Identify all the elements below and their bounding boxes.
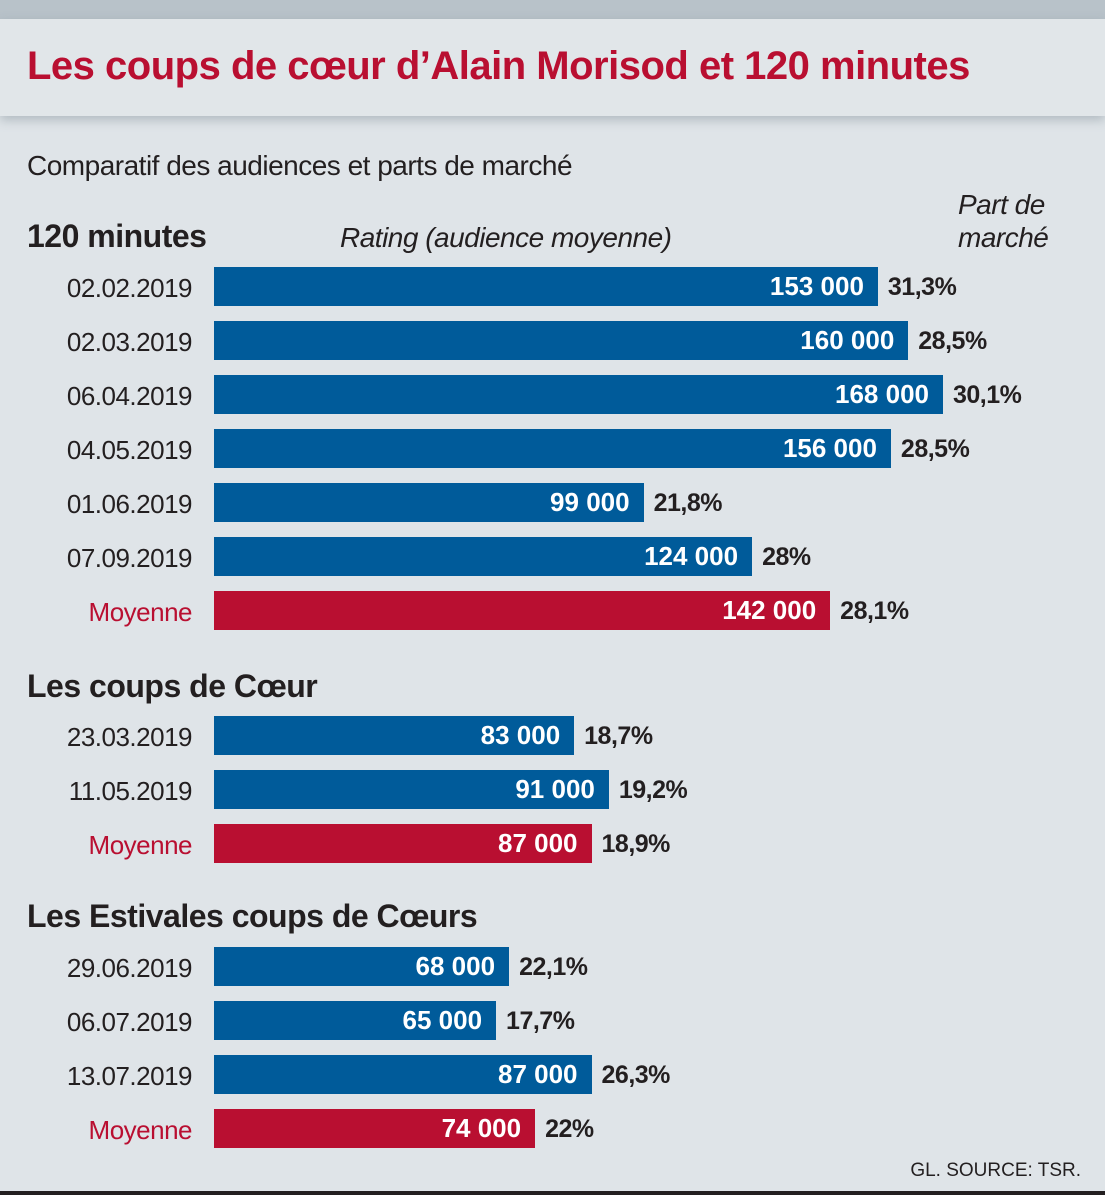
date-label: 04.05.2019 [66, 435, 193, 465]
market-share-label: 19,2% [618, 776, 688, 804]
date-label: 06.07.2019 [66, 1007, 193, 1037]
date-label: 11.05.2019 [68, 776, 193, 806]
average-bar: 87 000 [214, 824, 592, 863]
average-bar: 74 000 [214, 1109, 536, 1148]
bar: 99 000 [214, 483, 644, 522]
bar-value-label: 142 000 [722, 595, 817, 625]
bar: 168 000 [214, 375, 943, 414]
bar-value-label: 87 000 [497, 1059, 578, 1089]
market-share-label: 31,3% [887, 273, 957, 301]
bar-value-label: 168 000 [835, 379, 929, 409]
market-share-label: 21,8% [653, 489, 723, 517]
bar: 124 000 [214, 537, 753, 576]
average-bar: 142 000 [214, 591, 831, 630]
bar-value-label: 87 000 [497, 828, 578, 858]
bar-value-label: 65 000 [402, 1005, 483, 1035]
market-share-label: 17,7% [506, 1007, 575, 1035]
bar-value-label: 91 000 [515, 774, 595, 804]
bar-value-label: 160 000 [800, 325, 895, 355]
bar-value-label: 83 000 [480, 720, 561, 750]
date-label: 02.03.2019 [66, 327, 193, 357]
bar-value-label: 156 000 [782, 433, 877, 463]
bar: 68 000 [214, 947, 510, 986]
bottom-rule [0, 1191, 1105, 1195]
share-column-label: Part de marché [958, 189, 1049, 253]
average-label: Moyenne [88, 830, 193, 860]
bar: 156 000 [214, 429, 891, 468]
bar: 91 000 [214, 770, 609, 809]
group-title: Les Estivales coups de Cœurs [27, 898, 478, 934]
chart-title: Les coups de cœur d’Alain Morisod et 120… [27, 44, 970, 88]
average-label: Moyenne [88, 597, 193, 627]
market-share-label: 18,7% [584, 722, 653, 750]
average-label: Moyenne [88, 1115, 193, 1145]
date-label: 23.03.2019 [66, 722, 193, 752]
bar: 153 000 [214, 267, 878, 306]
market-share-label: 26,3% [601, 1061, 671, 1089]
title-band [0, 19, 1105, 116]
bar-value-label: 74 000 [441, 1113, 522, 1143]
date-label: 06.04.2019 [66, 381, 193, 411]
bar: 160 000 [214, 321, 909, 360]
bar-value-label: 68 000 [415, 951, 496, 981]
date-label: 01.06.2019 [66, 489, 193, 519]
date-label: 07.09.2019 [66, 543, 193, 573]
market-share-label: 28% [762, 543, 811, 571]
bar: 65 000 [214, 1001, 497, 1040]
market-share-label: 28,5% [918, 327, 987, 355]
market-share-label: 22% [545, 1115, 594, 1143]
bar: 87 000 [214, 1055, 592, 1094]
group-title: 120 minutes [27, 218, 207, 254]
market-share-label: 22,1% [519, 953, 588, 981]
date-label: 13.07.2019 [66, 1061, 193, 1091]
date-label: 02.02.2019 [66, 273, 193, 303]
group-title: Les coups de Cœur [27, 668, 318, 704]
date-label: 29.06.2019 [66, 953, 193, 983]
chart-subtitle: Comparatif des audiences et parts de mar… [27, 150, 573, 181]
market-share-label: 30,1% [953, 381, 1022, 409]
bar: 83 000 [214, 716, 575, 755]
market-share-label: 28,5% [900, 435, 970, 463]
source-note: GL. SOURCE: TSR. [910, 1160, 1081, 1181]
value-axis-label: Rating (audience moyenne) [340, 222, 672, 253]
top-strip [0, 0, 1105, 19]
market-share-label: 18,9% [601, 830, 671, 858]
bar-value-label: 153 000 [769, 271, 864, 301]
bar-value-label: 124 000 [644, 541, 739, 571]
bar-value-label: 99 000 [550, 487, 630, 517]
market-share-label: 28,1% [840, 597, 909, 625]
